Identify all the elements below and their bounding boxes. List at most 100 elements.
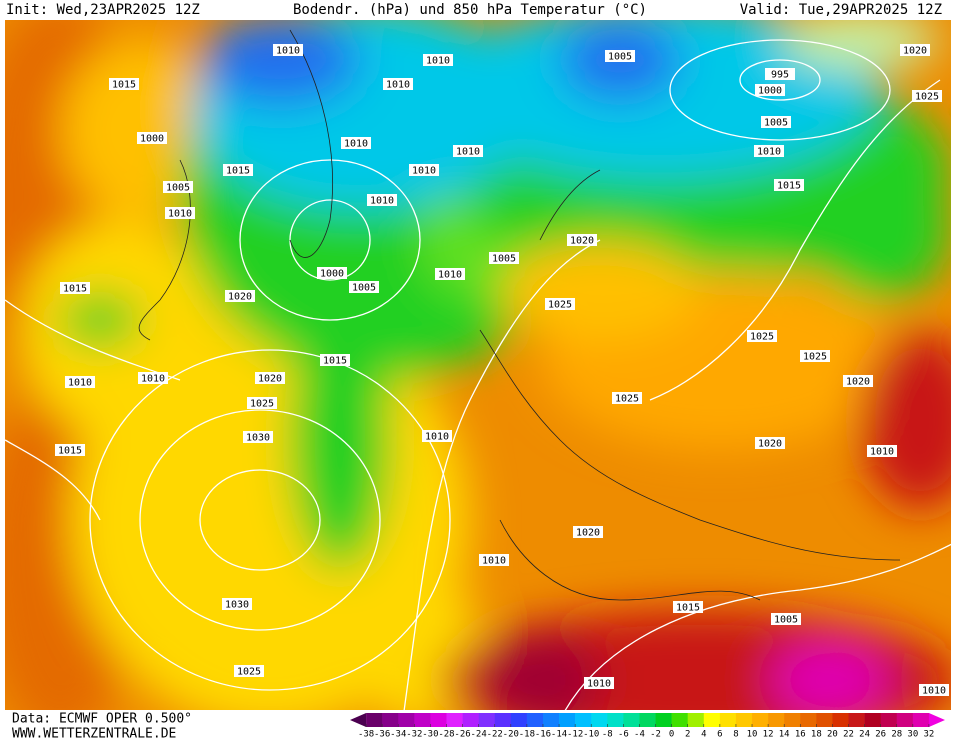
pressure-label: 1025 [750, 332, 774, 343]
colorbar-tick-label: -16 [535, 730, 551, 740]
colorbar-swatch [671, 713, 689, 727]
pressure-label-box [584, 677, 614, 689]
colorbar-swatch [703, 713, 721, 727]
colorbar-tick-label: -22 [487, 730, 503, 740]
pressure-label: 1015 [676, 603, 700, 614]
pressure-label: 1005 [764, 118, 788, 129]
pressure-label-box [919, 684, 949, 696]
coastlines [138, 29, 901, 601]
colorbar-tick-label: 12 [763, 730, 774, 740]
pressure-label-box [900, 44, 930, 56]
colorbar-swatch [446, 713, 463, 727]
pressure-label-box [422, 430, 452, 442]
pressure-label: 1025 [237, 667, 261, 678]
colorbar-tick-label: -12 [567, 730, 583, 740]
colorbar-swatch [510, 713, 528, 727]
pressure-label: 1015 [777, 181, 801, 192]
colorbar-tick-label: 0 [669, 730, 674, 740]
colorbar-swatch [832, 713, 849, 727]
colorbar-swatch [928, 713, 945, 727]
pressure-label: 1025 [615, 394, 639, 405]
pressure-label: 1010 [456, 147, 480, 158]
pressure-label-box [755, 84, 785, 96]
pressure-label: 1010 [344, 139, 368, 150]
pressure-label: 1005 [774, 615, 798, 626]
pressure-label-box [320, 354, 350, 366]
pressure-label: 1015 [112, 80, 136, 91]
pressure-label: 1025 [548, 300, 572, 311]
pressure-label-box [165, 207, 195, 219]
pressure-label: 1020 [570, 236, 594, 247]
colorbar-tick-label: -28 [438, 730, 454, 740]
colorbar-swatch [752, 713, 769, 727]
pressure-label: 1020 [758, 439, 782, 450]
colorbar-swatch [896, 713, 914, 727]
pressure-label-box [137, 132, 167, 144]
colorbar-swatch [350, 713, 367, 727]
pressure-label-box [800, 350, 830, 362]
colorbar-tick-label: -38 [358, 730, 374, 740]
colorbar-tick-label: -2 [650, 730, 661, 740]
pressure-label-box [453, 145, 483, 157]
pressure-label-box [765, 68, 795, 80]
colorbar-tick-label: -30 [422, 730, 438, 740]
colorbar-tick-label: -20 [503, 730, 519, 740]
pressure-label-box [567, 234, 597, 246]
pressure-label-box [223, 164, 253, 176]
pressure-label: 1010 [386, 80, 410, 91]
colorbar-tick-label: -32 [406, 730, 422, 740]
colorbar-swatch [768, 713, 785, 727]
colorbar-swatch [366, 713, 383, 727]
colorbar-tick-label: 8 [733, 730, 738, 740]
pressure-label-box [409, 164, 439, 176]
pressure-label-box [771, 613, 801, 625]
pressure-label: 1010 [370, 196, 394, 207]
colorbar-tick-label: 30 [907, 730, 918, 740]
colorbar: -38 -36 -34 -32 -30 -28 -26 -24 -22 -20 -18 -16 -14-… [350, 713, 945, 740]
pressure-label: 1010 [276, 46, 300, 57]
colorbar-swatch [494, 713, 512, 727]
pressure-label-box [65, 376, 95, 388]
colorbar-tick-label: 14 [779, 730, 790, 740]
colorbar-swatch [398, 713, 415, 727]
colorbar-swatch [800, 713, 817, 727]
colorbar-tick-label: 20 [827, 730, 838, 740]
pressure-label: 1010 [141, 374, 165, 385]
colorbar-swatch [735, 713, 753, 727]
pressure-label: 1000 [140, 134, 164, 145]
colorbar-swatch [414, 713, 431, 727]
colorbar-tick-label: -26 [454, 730, 470, 740]
pressure-label: 1020 [576, 528, 600, 539]
pressure-label: 1005 [608, 52, 632, 63]
pressure-label: 1010 [425, 432, 449, 443]
pressure-label-box [673, 601, 703, 613]
colorbar-swatch [655, 713, 672, 727]
colorbar-tick-label: -10 [583, 730, 599, 740]
colorbar-tick-label: 26 [875, 730, 886, 740]
pressure-label: 1005 [352, 283, 376, 294]
pressure-label: 1010 [438, 270, 462, 281]
colorbar-tick-label: 32 [923, 730, 934, 740]
pressure-label-box [60, 282, 90, 294]
colorbar-tick-label: 2 [685, 730, 690, 740]
pressure-label-box [163, 181, 193, 193]
colorbar-swatch [607, 713, 624, 727]
colorbar-tick-label: -4 [634, 730, 645, 740]
pressure-label: 1020 [258, 374, 282, 385]
colorbar-tick-label: 16 [795, 730, 806, 740]
colorbar-swatch [623, 713, 640, 727]
colorbar-tick-label: -24 [471, 730, 487, 740]
pressure-label-box [243, 431, 273, 443]
colorbar-swatch [719, 713, 737, 727]
pressure-label: 1025 [915, 92, 939, 103]
pressure-label-box [747, 330, 777, 342]
colorbar-swatch [687, 713, 705, 727]
map-title: Bodendr. (hPa) und 850 hPa Temperatur (°… [293, 2, 647, 18]
pressure-label: 1015 [226, 166, 250, 177]
pressure-label-box [55, 444, 85, 456]
colorbar-tick-label: -14 [551, 730, 567, 740]
colorbar-swatch [462, 713, 479, 727]
pressure-label-box [435, 268, 465, 280]
